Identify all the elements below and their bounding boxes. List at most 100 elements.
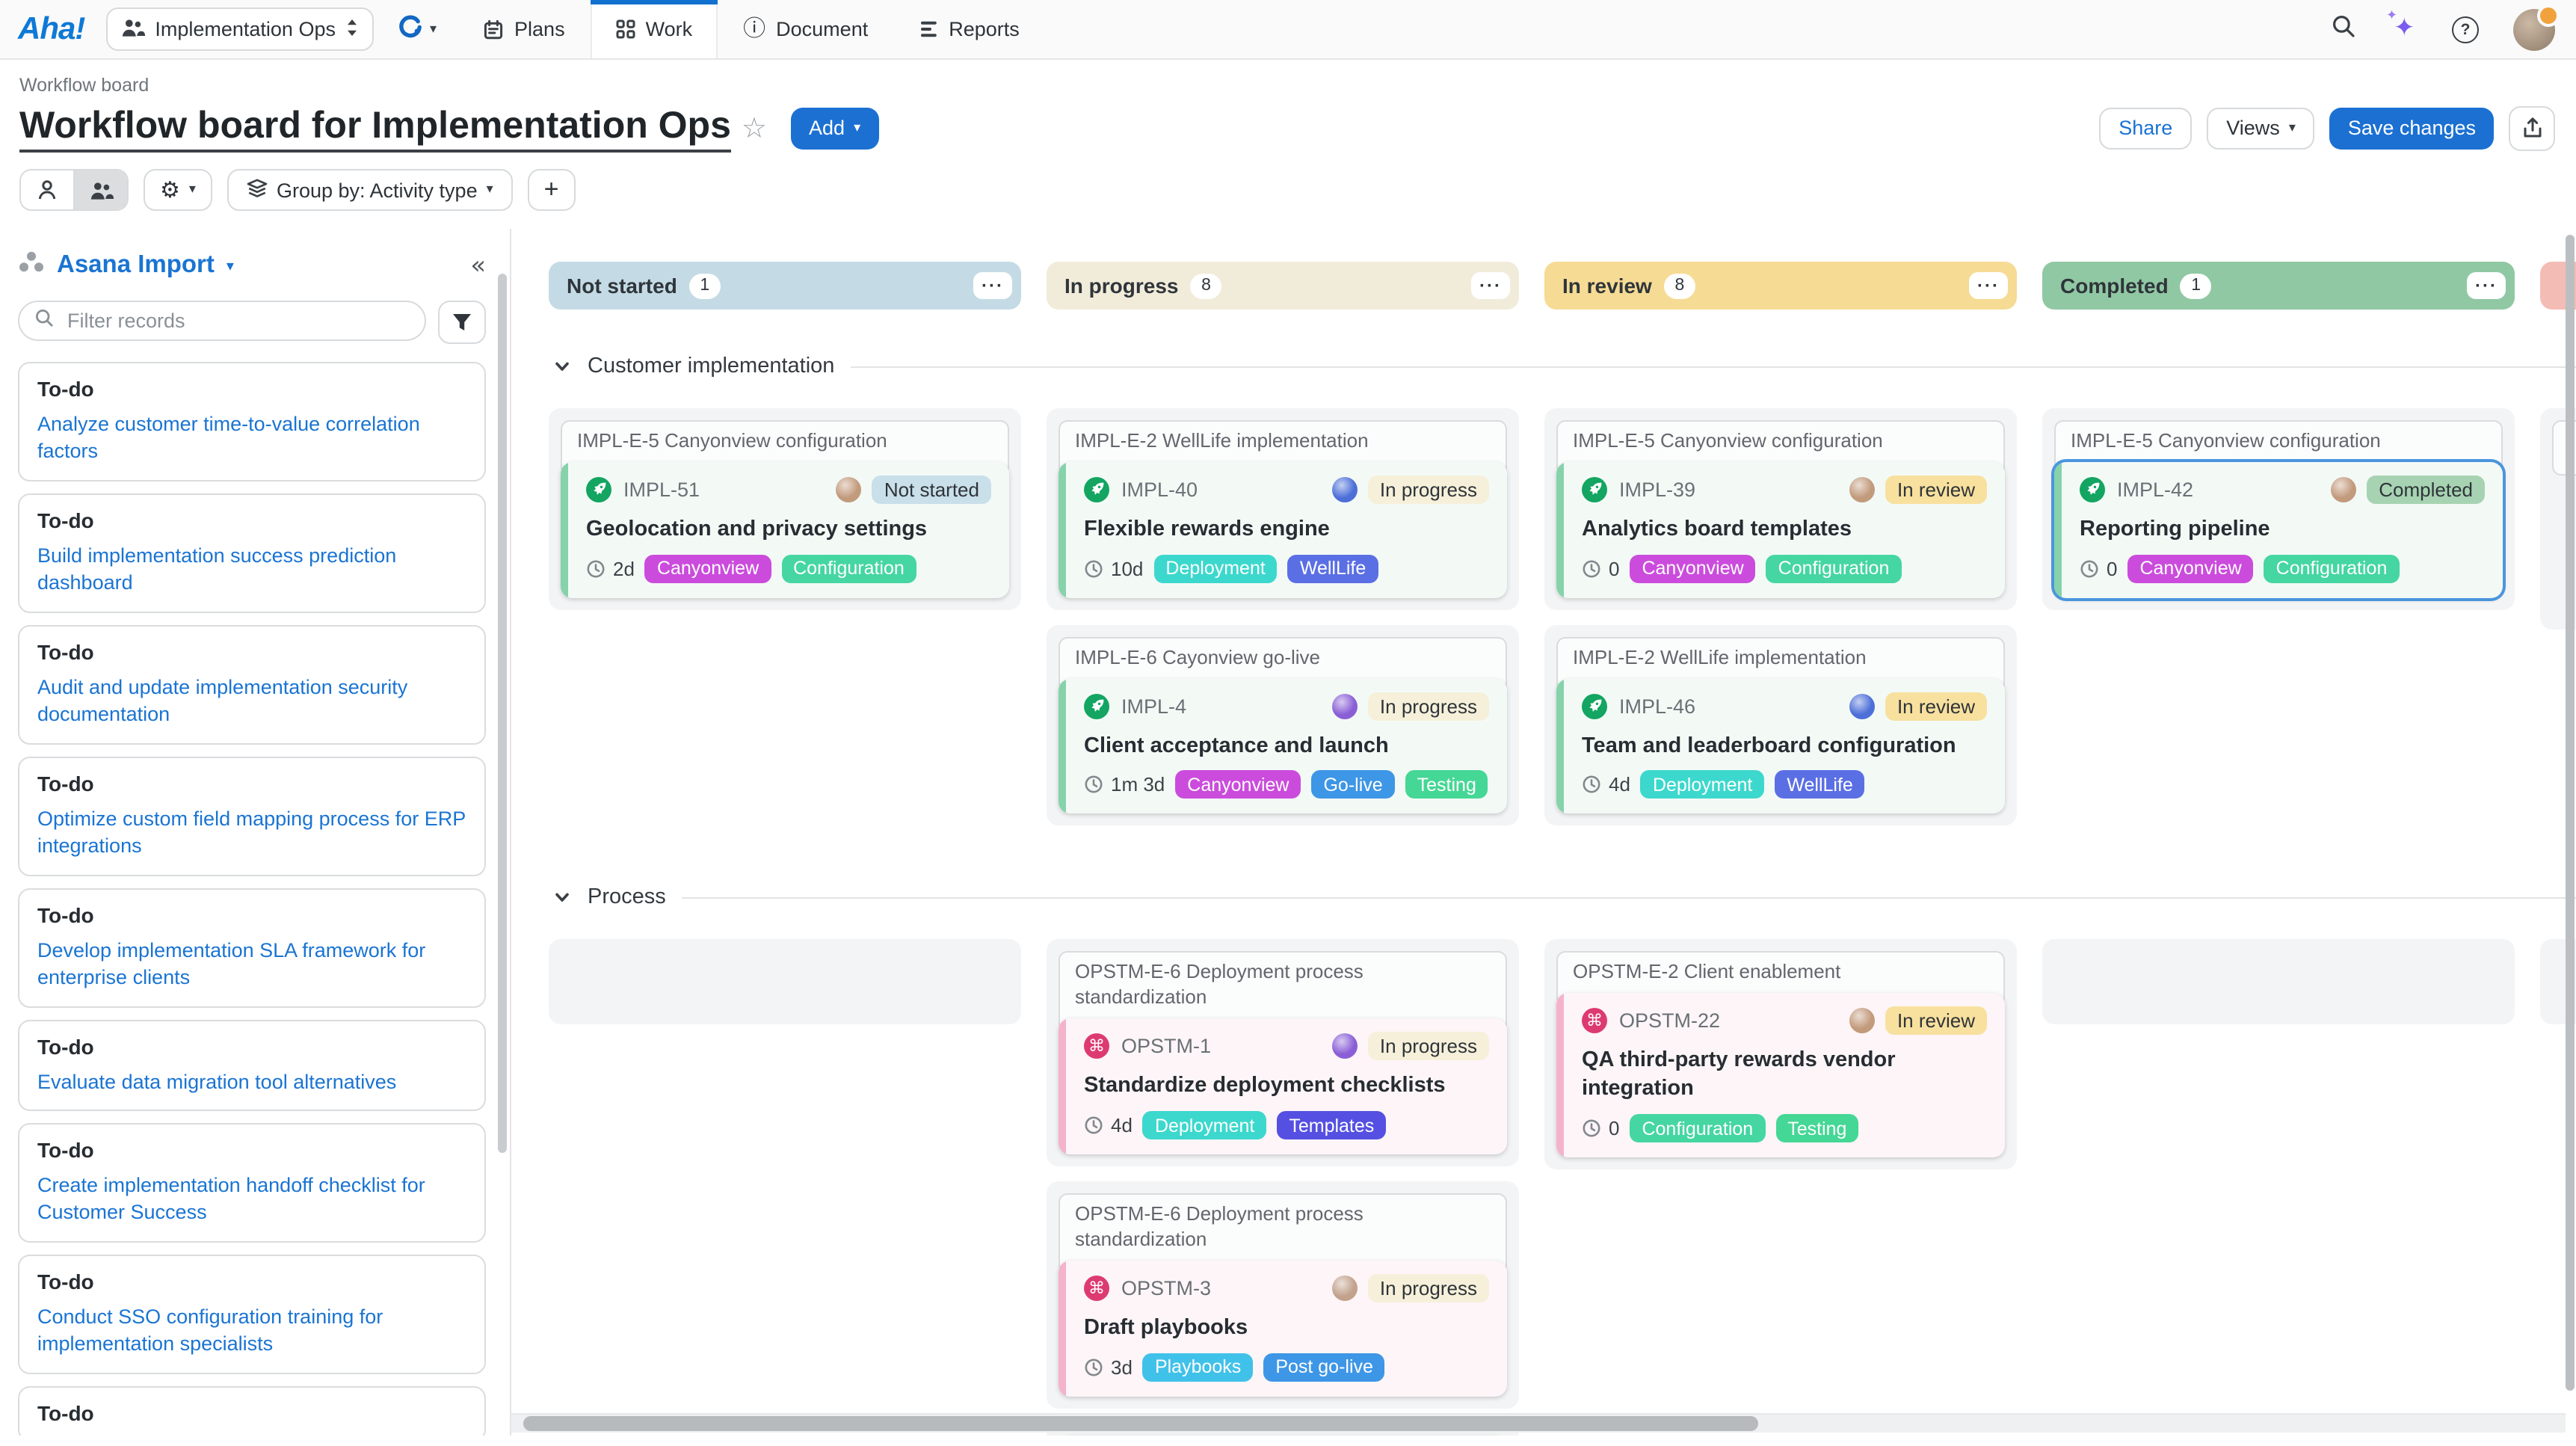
tag: Configuration (1630, 1114, 1766, 1143)
favorite-star-icon[interactable]: ☆ (741, 111, 767, 144)
todo-card[interactable]: To-do Build implementation success predic… (18, 493, 486, 613)
chevron-down-icon[interactable] (553, 889, 571, 907)
assignee-avatar (1849, 1008, 1875, 1034)
todo-card[interactable]: To-do Audit and update implementation sec… (18, 624, 486, 745)
card-title: Analytics board templates (1582, 517, 1852, 541)
todo-card[interactable]: To-do Create implementation handoff check… (18, 1123, 486, 1243)
nav-tab-plans[interactable]: Plans (457, 0, 591, 58)
tag: Deployment (1142, 1111, 1267, 1140)
work-card[interactable]: IMPL-39 In review Analytics board template… (1556, 461, 2005, 598)
people-icon (120, 17, 145, 41)
estimate: 4d (1111, 1114, 1133, 1137)
import-source-title[interactable]: Asana Import (57, 251, 215, 278)
estimate: 0 (1609, 557, 1620, 580)
settings-button[interactable]: ⚙ ▾ (144, 169, 212, 211)
record-group: OPSTM-E-6 Deployment process standardiza… (1047, 1181, 1519, 1409)
nav-tab-work[interactable]: Work (590, 0, 718, 58)
todo-link[interactable]: Create implementation handoff checklist … (37, 1174, 425, 1224)
chevron-down-icon[interactable] (553, 357, 571, 375)
ai-sparkle-icon[interactable]: ✦ ✦ (2386, 8, 2415, 43)
work-card[interactable]: IMPL-40 In progress Flexible rewards engin… (1059, 461, 1507, 598)
card-id: IMPL-42 (2117, 478, 2194, 501)
card-title: Client acceptance and launch (1084, 733, 1389, 758)
sidebar-scrollbar[interactable] (498, 274, 507, 1153)
integration-menu[interactable]: ▾ (398, 13, 437, 46)
add-column-button[interactable]: + (527, 169, 576, 211)
vertical-scrollbar[interactable] (2566, 232, 2575, 1412)
todo-link[interactable]: Analyze customer time-to-value correlati… (37, 413, 420, 462)
column-name: Completed (2060, 274, 2169, 298)
tag: Templates (1277, 1111, 1387, 1140)
tag: Testing (1405, 770, 1488, 799)
work-card[interactable]: IMPL-51 Not started Geolocation and privac… (561, 461, 1009, 598)
todo-card[interactable]: To-do Conduct SSO configuration training … (18, 1255, 486, 1375)
add-button[interactable]: Add ▾ (791, 107, 879, 149)
workspace-selector[interactable]: Implementation Ops (105, 7, 375, 51)
asana-logo-icon (18, 250, 45, 281)
filter-funnel-button[interactable] (438, 301, 486, 344)
filter-records-input[interactable] (64, 308, 410, 333)
todo-card[interactable]: To-do Analyze customer time-to-value corr… (18, 362, 486, 482)
save-changes-button[interactable]: Save changes (2329, 107, 2494, 149)
export-button[interactable] (2509, 105, 2555, 150)
search-icon (34, 307, 54, 334)
nav-tab-reports[interactable]: Reports (893, 0, 1045, 58)
todo-link[interactable]: Build implementation success prediction … (37, 544, 397, 594)
column-menu-button[interactable]: ··· (1969, 272, 2008, 299)
layers-icon (247, 177, 268, 203)
card-title: Reporting pipeline (2080, 517, 2270, 541)
record-group: IMPL-E-5 Canyonview configuration IMPL-51… (549, 408, 1021, 610)
section-title: Customer implementation (588, 354, 835, 378)
todo-card[interactable]: To-do Evaluate data migration tool altern… (18, 1019, 486, 1112)
record-type-icon: ⌘ (1582, 1008, 1607, 1034)
todo-card[interactable]: To-do Develop implementation SLA framewor… (18, 887, 486, 1008)
help-icon[interactable]: ? (2452, 16, 2479, 43)
nav-tab-label: Plans (514, 18, 565, 40)
work-card[interactable]: ⌘ OPSTM-3 In progress Draft playbooks 3d Play… (1059, 1260, 1507, 1397)
todo-card[interactable]: To-do (18, 1386, 486, 1436)
top-navigation-bar: Aha! Implementation Ops ▾ Plans Work ⓘ Docu… (0, 0, 2576, 60)
work-card[interactable]: ⌘ OPSTM-1 In progress Standardize deploymen… (1059, 1018, 1507, 1155)
tag: WellLife (1287, 554, 1378, 583)
todo-link[interactable]: Audit and update implementation security… (37, 675, 408, 725)
work-card[interactable]: IMPL-4 In progress Client acceptance and l… (1059, 678, 1507, 814)
user-avatar[interactable] (2513, 4, 2560, 50)
work-card[interactable]: ⌘OPSTM-7In progress (1059, 1435, 1507, 1436)
card-id: IMPL-39 (1619, 478, 1696, 501)
todo-link[interactable]: Evaluate data migration tool alternative… (37, 1070, 397, 1093)
todo-link[interactable]: Optimize custom field mapping process fo… (37, 807, 466, 857)
column-menu-button[interactable]: ··· (973, 272, 1012, 299)
work-card[interactable]: IMPL-46 In review Team and leaderboard con… (1556, 678, 2005, 814)
assignee-avatar (1331, 1033, 1358, 1059)
card-title: Flexible rewards engine (1084, 517, 1330, 541)
work-card[interactable]: IMPL-42 Completed Reporting pipeline 0 Canyo… (2054, 461, 2503, 598)
views-button[interactable]: Views ▾ (2207, 107, 2315, 149)
card-title: Team and leaderboard configuration (1582, 733, 1956, 758)
tag: WellLife (1775, 770, 1865, 799)
todo-link[interactable]: Develop implementation SLA framework for… (37, 938, 426, 988)
document-icon: ⓘ (743, 15, 766, 42)
record-type-icon (2080, 476, 2105, 502)
todo-status: To-do (37, 902, 94, 927)
work-card[interactable]: ⌘ OPSTM-22 In review QA third-party rewards… (1556, 993, 2005, 1158)
column-menu-button[interactable]: ··· (2467, 272, 2506, 299)
card-title: Draft playbooks (1084, 1315, 1248, 1340)
todo-card[interactable]: To-do Optimize custom field mapping proce… (18, 756, 486, 876)
horizontal-scrollbar[interactable] (511, 1413, 2566, 1433)
share-button[interactable]: Share (2099, 107, 2193, 149)
page-title[interactable]: Workflow board for Implementation Ops (19, 103, 731, 153)
clock-icon (1084, 1116, 1103, 1135)
nav-tab-document[interactable]: ⓘ Document (718, 0, 893, 58)
estimate: 1m 3d (1111, 773, 1165, 796)
estimate: 0 (2107, 557, 2118, 580)
group-by-dropdown[interactable]: Group by: Activity type ▾ (227, 169, 513, 211)
team-toggle-button[interactable] (75, 170, 127, 209)
column-menu-button[interactable]: ··· (1471, 272, 1510, 299)
assignee-avatar (1331, 693, 1358, 719)
column-header-in-review: In review 8 ··· (1544, 262, 2017, 310)
record-group: IMPL-E-6 Cayonview go-live IMPL-4 In progr… (1047, 624, 1519, 826)
search-icon[interactable] (2331, 13, 2356, 46)
collapse-sidebar-icon[interactable]: « (470, 250, 486, 280)
todo-link[interactable]: Conduct SSO configuration training for i… (37, 1305, 383, 1356)
single-person-toggle-button[interactable] (21, 170, 75, 209)
